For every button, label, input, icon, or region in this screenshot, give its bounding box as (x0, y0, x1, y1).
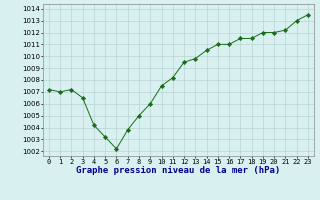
X-axis label: Graphe pression niveau de la mer (hPa): Graphe pression niveau de la mer (hPa) (76, 166, 281, 175)
